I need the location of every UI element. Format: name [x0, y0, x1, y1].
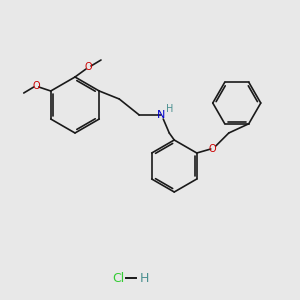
Text: Cl: Cl [112, 272, 124, 284]
Text: H: H [139, 272, 149, 284]
Text: O: O [84, 62, 92, 72]
Text: N: N [157, 110, 165, 120]
Text: O: O [33, 81, 40, 91]
Text: O: O [209, 144, 217, 154]
Text: H: H [166, 104, 173, 114]
